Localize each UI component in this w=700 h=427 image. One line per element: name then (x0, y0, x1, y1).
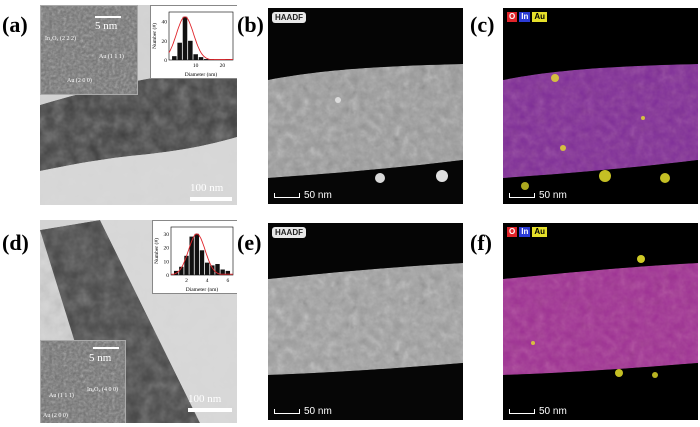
histogram-d: 2 4 6 0 10 20 30 Diameter (nm) Number (#) (153, 226, 234, 293)
scale-bar-text-c: 50 nm (539, 190, 567, 201)
x-tick-label: 20 (220, 63, 226, 69)
legend-in-f: In (519, 227, 531, 237)
eds-map-c: O In Au 50 nm (503, 8, 698, 204)
x-axis-label: Diameter (nm) (186, 286, 219, 293)
histogram-bar (198, 57, 204, 60)
scale-bar-line-c (509, 193, 535, 198)
histogram-bar (199, 250, 205, 275)
scale-bar-text-a: 100 nm (190, 182, 224, 194)
haadf-image-e: HAADF 50 nm (268, 223, 463, 420)
hrtem-label-au200-d: Au (2 0 0) (43, 413, 68, 419)
haadf-badge-b: HAADF (272, 12, 306, 23)
hrtem-scale-text-d: 5 nm (89, 352, 112, 364)
legend-o-f: O (507, 227, 518, 237)
hrtem-inset-a: 5 nm In₂O₃ (2 2 2) Au (1 1 1) Au (2 0 0) (40, 5, 138, 95)
hrtem-label-in2o3-d: In₂O₃ (4 0 0) (87, 387, 119, 393)
histogram-bar (189, 236, 194, 275)
scale-bar-line-b (274, 193, 300, 198)
hrtem-label-au111-d: Au (1 1 1) (49, 393, 74, 399)
histogram-a: 10 20 0 20 40 Diameter (nm) Number (#) (151, 11, 234, 78)
histogram-bar (210, 265, 215, 275)
x-tick-label: 6 (226, 278, 229, 284)
y-axis-label: Number (#) (151, 23, 158, 49)
hrtem-label-au111-a: Au (1 1 1) (99, 54, 124, 60)
legend-au-c: Au (532, 12, 548, 22)
fit-curve (168, 16, 233, 60)
eds-map-f: O In Au 50 nm (503, 223, 698, 420)
y-tick-label: 20 (162, 39, 168, 45)
scale-bar-line-e (274, 409, 300, 414)
x-tick-label: 2 (185, 278, 188, 284)
scale-bar-line-f (509, 409, 535, 414)
y-tick-label: 30 (164, 232, 170, 238)
y-axis-label: Number (#) (153, 238, 160, 264)
hrtem-label-au200-a: Au (2 0 0) (67, 78, 92, 84)
scale-bar-text-d: 100 nm (188, 393, 222, 405)
histogram-bar (194, 233, 200, 275)
hrtem-label-in2o3-a: In₂O₃ (2 2 2) (45, 36, 77, 42)
y-tick-label: 40 (162, 20, 168, 26)
panel-label-b: (b) (237, 12, 264, 37)
legend-o-c: O (507, 12, 518, 22)
element-legend-c: O In Au (507, 12, 548, 22)
fit-curve (171, 233, 233, 275)
histogram-bar (220, 269, 225, 275)
hrtem-scale-bar-d (93, 347, 119, 349)
y-tick-label: 0 (166, 273, 169, 279)
histogram-bar (172, 56, 177, 60)
hrtem-scale-bar-a (95, 16, 121, 18)
element-legend-f: O In Au (507, 227, 548, 237)
panel-label-d: (d) (2, 230, 29, 255)
histogram-inset-d: 2 4 6 0 10 20 30 Diameter (nm) Number (#) (152, 220, 237, 294)
histogram-bar (179, 266, 184, 275)
scale-bar-text-e: 50 nm (304, 406, 332, 417)
scale-bar-a: 100 nm (190, 183, 232, 203)
panel-label-e: (e) (237, 230, 262, 255)
legend-in-c: In (519, 12, 531, 22)
y-tick-label: 10 (164, 259, 170, 265)
scale-bar-line-d (188, 408, 232, 412)
histogram-bar (204, 262, 210, 275)
hrtem-scale-text-a: 5 nm (95, 20, 118, 32)
histogram-bar (188, 40, 193, 60)
scale-bar-d: 100 nm (188, 394, 232, 416)
x-tick-label: 10 (193, 63, 199, 69)
histogram-bar (177, 42, 182, 60)
scale-bar-line-a (190, 197, 232, 201)
x-tick-label: 4 (206, 278, 209, 284)
tem-image-d: 2 4 6 0 10 20 30 Diameter (nm) Number (#) 5 nm A… (40, 220, 237, 423)
haadf-badge-e: HAADF (272, 227, 306, 238)
tem-image-a: 5 nm In₂O₃ (2 2 2) Au (1 1 1) Au (2 0 0)… (40, 5, 237, 205)
y-tick-label: 20 (164, 246, 170, 252)
histogram-bar (204, 59, 209, 60)
y-tick-label: 0 (164, 58, 167, 64)
histogram-bar (215, 264, 220, 275)
haadf-image-b: HAADF 50 nm (268, 8, 463, 204)
legend-au-f: Au (532, 227, 548, 237)
histogram-bar (182, 16, 188, 60)
histogram-bar (184, 255, 189, 275)
scale-bar-text-b: 50 nm (304, 190, 332, 201)
hrtem-inset-d: 5 nm Au (1 1 1) In₂O₃ (4 0 0) Au (2 0 0) (40, 340, 126, 423)
panel-label-f: (f) (470, 230, 492, 255)
panel-label-c: (c) (470, 12, 495, 37)
x-axis-label: Diameter (nm) (185, 71, 218, 78)
scale-bar-text-f: 50 nm (539, 406, 567, 417)
panel-label-a: (a) (2, 12, 28, 37)
histogram-inset-a: 10 20 0 20 40 Diameter (nm) Number (#) (150, 5, 237, 79)
histogram-bar (225, 270, 231, 275)
histogram-bar (193, 54, 198, 60)
